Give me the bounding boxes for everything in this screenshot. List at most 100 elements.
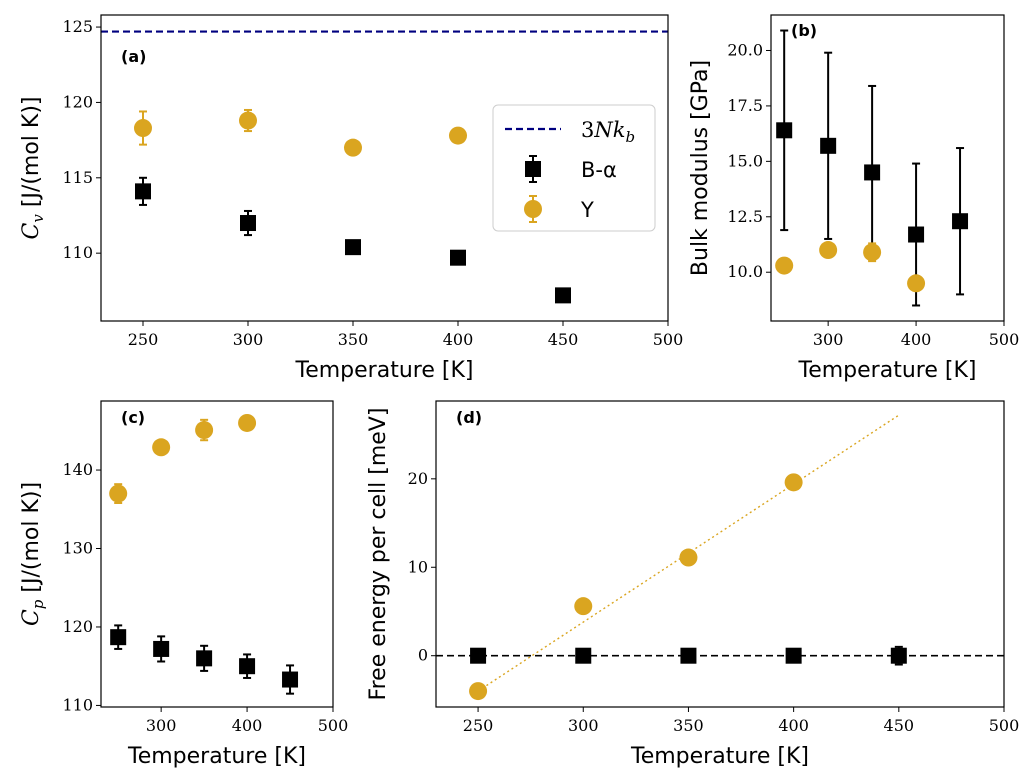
legend-label: Y [580, 198, 594, 222]
x-tick-label: 400 [232, 716, 263, 735]
y-tick-label: 15.0 [727, 151, 763, 170]
y-tick-label: 10 [408, 557, 428, 576]
panel-label: (d) [456, 408, 482, 427]
legend-label: B-α [581, 158, 617, 182]
panel-label: (c) [121, 408, 145, 427]
y-axis-label: Cp [J/(mol K)] [19, 482, 47, 626]
legend-circle-icon [524, 200, 542, 218]
y-axis-label-subscript: v [29, 214, 47, 223]
x-tick-label: 250 [463, 716, 494, 735]
data-point-y [863, 243, 882, 262]
y-axis-label-symbol: C [19, 609, 44, 626]
data-point-b [282, 671, 299, 688]
x-tick-label: 500 [653, 330, 684, 349]
data-point-b [820, 137, 837, 154]
data-point-b [110, 629, 127, 646]
y-tick-label: 130 [62, 539, 93, 558]
axes-frame [100, 14, 669, 322]
legend-label-part: Nk [593, 118, 625, 142]
y-tick-label: 125 [62, 17, 93, 36]
x-tick-label: 350 [673, 716, 704, 735]
data-point-y [238, 413, 257, 432]
x-tick-label: 300 [233, 330, 264, 349]
panel-label: (a) [121, 47, 146, 66]
x-tick-label: 500 [989, 330, 1020, 349]
data-point-y [239, 111, 257, 130]
data-point-b [239, 658, 256, 675]
legend-label-part: 3 [581, 118, 594, 142]
data-point-b [450, 249, 466, 266]
data-point-b [776, 122, 793, 139]
data-point-b [680, 647, 697, 664]
data-point-y [907, 274, 926, 293]
data-point-b [135, 183, 151, 200]
plot-area-b [775, 29, 969, 307]
data-point-b [785, 647, 802, 664]
axes-frame [435, 400, 1005, 708]
y-tick-label: 110 [62, 695, 93, 714]
data-point-b [864, 164, 881, 181]
data-point-b [575, 647, 592, 664]
x-tick-label: 300 [813, 330, 844, 349]
data-point-y [449, 126, 467, 145]
y-axis-label-units: [J/(mol K)] [19, 482, 44, 600]
y-tick-label: 110 [62, 243, 93, 262]
data-point-b [153, 640, 170, 657]
data-point-b [952, 213, 969, 230]
plot-area-a [101, 30, 668, 304]
data-point-b [470, 647, 487, 664]
y-tick-label: 10.0 [727, 262, 763, 281]
plot-area-c [109, 413, 299, 695]
data-point-y [344, 138, 362, 157]
legend-label: 3Nkb [581, 118, 635, 146]
x-tick-label: 300 [568, 716, 599, 735]
x-tick-label: 450 [548, 330, 579, 349]
x-axis-label: Temperature [K] [630, 744, 809, 768]
y-tick-label: 0 [418, 646, 428, 665]
data-point-y [109, 484, 128, 503]
chart-panel-a: 250 300 350 400 450 500 110 115 120 125 Temperatur… [19, 14, 684, 383]
y-tick-label: 120 [62, 92, 93, 111]
x-tick-label: 250 [128, 330, 159, 349]
y-tick-label: 20.0 [727, 40, 763, 59]
y-tick-label: 115 [62, 168, 93, 187]
y-tick-label: 140 [62, 460, 93, 479]
legend-frame [492, 104, 656, 232]
data-point-y [134, 119, 152, 138]
chart-panel-c: 300 400 500 110 120 130 140 Temperature [K] Cp [… [19, 400, 349, 768]
x-tick-label: 500 [318, 716, 349, 735]
chart-panel-b: 300 400 500 10.0 12.5 15.0 17.5 20.0 Temperature… [688, 14, 1020, 383]
legend-square-icon [525, 161, 541, 177]
y-axis-label-symbol: C [19, 222, 44, 239]
x-tick-label: 400 [443, 330, 474, 349]
y-axis-label: Bulk modulus [GPa] [688, 60, 713, 276]
data-point-y [679, 548, 698, 567]
x-tick-label: 400 [901, 330, 932, 349]
y-tick-label: 120 [62, 617, 93, 636]
chart-panel-d: 250 300 350 400 450 500 0 10 20 Temperature [K] Fr… [366, 400, 1019, 768]
data-point-y [574, 597, 593, 616]
x-axis-label: Temperature [K] [295, 358, 474, 383]
data-point-y [775, 256, 794, 275]
data-point-y [469, 682, 488, 701]
data-point-b [890, 647, 907, 664]
y-tick-label: 12.5 [727, 207, 763, 226]
data-point-y [152, 438, 171, 457]
x-axis-label: Temperature [K] [127, 744, 306, 768]
data-point-b [240, 215, 256, 232]
y-axis-label: Free energy per cell [meV] [366, 408, 391, 701]
x-tick-label: 400 [778, 716, 809, 735]
panel-label: (b) [791, 21, 817, 40]
x-tick-label: 300 [146, 716, 177, 735]
y-axis-label-units: [J/(mol K)] [19, 97, 44, 215]
x-tick-label: 450 [884, 716, 915, 735]
x-tick-label: 350 [338, 330, 369, 349]
axes-frame [770, 14, 1005, 322]
data-point-y [784, 473, 803, 492]
y-axis-label: Cv [J/(mol K)] [19, 97, 47, 240]
data-point-y [195, 421, 214, 440]
legend-label-part: b [625, 128, 635, 146]
y-axis-label-subscript: p [29, 599, 47, 609]
y-tick-label: 20 [408, 469, 428, 488]
y-tick-label: 17.5 [727, 96, 763, 115]
